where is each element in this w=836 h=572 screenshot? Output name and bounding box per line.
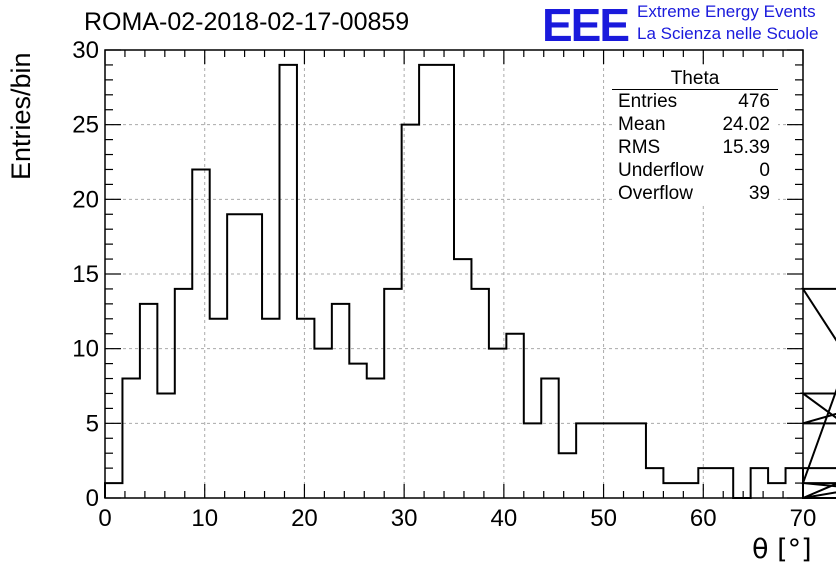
histogram-bin — [576, 423, 593, 498]
stats-value: 39 — [748, 183, 770, 204]
histogram-bin — [227, 214, 244, 498]
histogram-bin — [262, 319, 279, 498]
histogram-bin — [489, 349, 506, 498]
stats-box: Theta Entries 476 Mean 24.02 RMS 15.39 U… — [612, 68, 778, 205]
histogram-bin — [506, 334, 523, 498]
histogram-bin — [594, 423, 611, 498]
eee-logo: EEE — [542, 0, 630, 51]
histogram-bin — [122, 379, 139, 498]
histogram-bin — [559, 453, 576, 498]
stats-label: Entries — [618, 91, 678, 112]
histogram-bin — [471, 289, 488, 498]
y-tick-label: 15 — [72, 261, 99, 288]
y-tick-label: 5 — [86, 410, 99, 437]
stats-title: Theta — [612, 68, 778, 90]
histogram-bin — [314, 349, 331, 498]
y-axis-label: Entries/bin — [6, 52, 36, 180]
histogram-bin — [157, 393, 174, 498]
x-tick-label: 70 — [790, 505, 817, 532]
stats-value: 0 — [759, 160, 770, 181]
stats-label: RMS — [618, 137, 661, 158]
histogram-bin — [245, 214, 262, 498]
histogram-bin — [541, 379, 558, 498]
x-tick-label: 40 — [491, 505, 518, 532]
histogram-bin — [751, 468, 768, 498]
y-tick-label: 0 — [86, 485, 99, 512]
x-tick-label: 0 — [98, 505, 111, 532]
chart-title: ROMA-02-2018-02-17-00859 — [84, 8, 410, 36]
stats-label: Underflow — [618, 160, 704, 181]
histogram-bin — [663, 483, 680, 498]
y-tick-label: 20 — [72, 186, 99, 213]
y-tick-label: 30 — [72, 37, 99, 64]
histogram-bin — [384, 289, 401, 498]
stats-row-entries: Entries 476 — [612, 90, 778, 113]
histogram-bin — [524, 423, 541, 498]
stats-value: 15.39 — [722, 137, 770, 158]
stats-value: 24.02 — [722, 114, 770, 135]
histogram-bin — [402, 125, 419, 498]
histogram-bin — [297, 319, 314, 498]
histogram-bin — [716, 468, 733, 498]
histogram-bin — [367, 379, 384, 498]
histogram-bin — [454, 259, 471, 498]
histogram-bin — [646, 468, 663, 498]
histogram-bin — [210, 319, 227, 498]
histogram-bin — [175, 289, 192, 498]
histogram-bin — [786, 468, 803, 498]
histogram-bin — [437, 65, 454, 498]
histogram-bin — [419, 65, 436, 498]
stats-row-mean: Mean 24.02 — [612, 113, 778, 136]
stats-label: Mean — [618, 114, 666, 135]
y-tick-label: 10 — [72, 336, 99, 363]
histogram-bin — [681, 483, 698, 498]
histogram-bin — [629, 423, 646, 498]
stats-value: 476 — [738, 91, 770, 112]
y-tick-label: 25 — [72, 112, 99, 139]
logo-text-line2: La Scienza nelle Scuole — [637, 24, 819, 43]
histogram-bin — [768, 483, 785, 498]
stats-row-overflow: Overflow 39 — [612, 182, 778, 205]
histogram-bin — [280, 65, 297, 498]
logo-text-line1: Extreme Energy Events — [637, 2, 816, 21]
x-tick-label: 60 — [690, 505, 717, 532]
x-tick-label: 20 — [291, 505, 318, 532]
x-tick-label: 30 — [391, 505, 418, 532]
histogram-bin — [192, 169, 209, 498]
histogram-bin — [611, 423, 628, 498]
stats-row-rms: RMS 15.39 — [612, 136, 778, 159]
histogram-bin — [698, 468, 715, 498]
stats-row-underflow: Underflow 0 — [612, 159, 778, 182]
x-tick-label: 50 — [590, 505, 617, 532]
plot-frame — [104, 49, 804, 499]
histogram-bin — [349, 364, 366, 498]
histogram-bin — [332, 304, 349, 498]
histogram-line — [104, 63, 836, 499]
stats-label: Overflow — [618, 183, 693, 204]
histogram-bin — [105, 483, 122, 498]
histogram-bin — [140, 304, 157, 498]
x-axis-label: θ [°] — [752, 534, 812, 565]
x-tick-label: 10 — [191, 505, 218, 532]
